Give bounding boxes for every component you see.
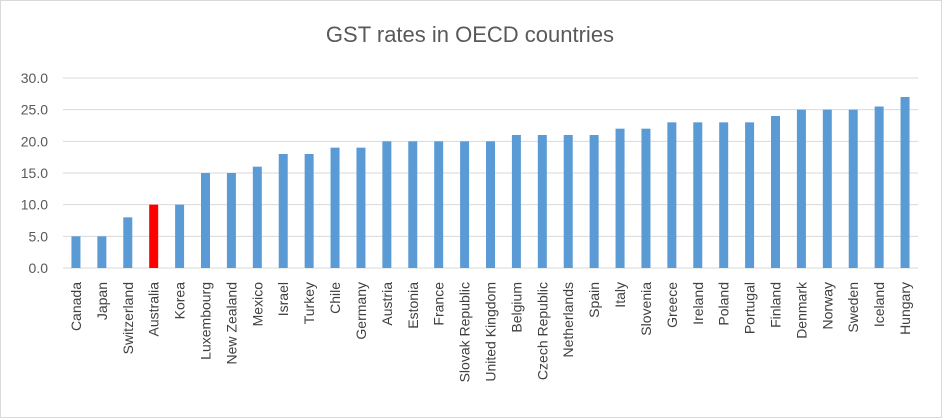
category-label-israel: Israel (275, 282, 291, 316)
category-label-italy: Italy (612, 282, 628, 308)
category-label-norway: Norway (819, 282, 835, 329)
bar-estonia (408, 141, 418, 268)
bar-denmark (796, 109, 806, 269)
bar-mexico (252, 166, 262, 268)
y-tick-labels: 0.0 5.0 10.0 15.0 20.0 25.0 30.0 (21, 70, 48, 276)
category-label-hungary: Hungary (897, 282, 913, 335)
category-label-spain: Spain (586, 282, 602, 318)
y-tick-label: 20.0 (21, 133, 48, 149)
bar-czech-republic (537, 135, 547, 268)
category-label-switzerland: Switzerland (120, 282, 136, 354)
bars (71, 97, 910, 269)
bar-germany (356, 147, 366, 268)
category-label-korea: Korea (172, 282, 188, 320)
bar-japan (97, 236, 107, 268)
bar-chile (330, 147, 340, 268)
y-tick-label: 25.0 (21, 102, 48, 118)
bar-spain (589, 135, 599, 268)
bar-portugal (745, 122, 755, 268)
chart-title: GST rates in OECD countries (325, 22, 615, 47)
category-label-estonia: Estonia (405, 282, 421, 329)
bar-canada (71, 236, 81, 268)
category-label-denmark: Denmark (793, 281, 809, 339)
y-tick-label: 15.0 (21, 165, 48, 181)
bar-new-zealand (226, 173, 236, 268)
bar-poland (719, 122, 729, 268)
y-tick-label: 10.0 (21, 197, 48, 213)
category-label-chile: Chile (327, 282, 343, 314)
category-label-ireland: Ireland (690, 282, 706, 325)
category-label-mexico: Mexico (249, 282, 265, 327)
bar-australia (149, 204, 159, 268)
category-label-iceland: Iceland (871, 282, 887, 327)
category-label-czech-republic: Czech Republic (534, 282, 550, 380)
bar-sweden (848, 109, 858, 269)
bar-luxembourg (201, 173, 210, 268)
y-tick-label: 5.0 (29, 228, 49, 244)
bar-korea (175, 204, 185, 268)
category-label-finland: Finland (768, 282, 784, 328)
category-labels: Canada Japan Switzerland Australia Korea Luxe… (68, 281, 913, 382)
bar-france (434, 141, 444, 268)
bar-switzerland (123, 217, 133, 268)
category-label-australia: Australia (146, 282, 162, 337)
bar-iceland (874, 106, 884, 268)
bar-hungary (900, 97, 910, 268)
bar-israel (278, 154, 288, 268)
category-label-greece: Greece (664, 282, 680, 328)
category-label-canada: Canada (68, 282, 84, 331)
bar-slovak-republic (460, 141, 470, 268)
category-label-portugal: Portugal (742, 282, 758, 334)
category-label-austria: Austria (379, 282, 395, 326)
category-label-united-kingdom: United Kingdom (483, 282, 499, 382)
category-label-turkey: Turkey (301, 282, 317, 324)
category-label-belgium: Belgium (508, 282, 524, 333)
bar-turkey (304, 154, 314, 268)
category-label-new-zealand: New Zealand (223, 282, 239, 365)
category-label-netherlands: Netherlands (560, 282, 576, 358)
bar-austria (382, 141, 392, 268)
bar-norway (822, 109, 832, 269)
bar-slovenia (641, 128, 651, 268)
y-tick-label: 30.0 (21, 70, 48, 86)
category-label-france: France (431, 282, 447, 326)
y-tick-label: 0.0 (29, 260, 49, 276)
category-label-slovak-republic: Slovak Republic (457, 282, 473, 382)
bar-finland (771, 116, 780, 268)
bar-italy (615, 128, 625, 268)
bar-belgium (511, 135, 521, 268)
bar-greece (667, 122, 677, 268)
bar-netherlands (563, 135, 573, 268)
category-label-luxembourg: Luxembourg (198, 282, 214, 360)
bar-ireland (693, 122, 703, 268)
category-label-poland: Poland (716, 282, 732, 326)
category-label-slovenia: Slovenia (638, 282, 654, 336)
category-label-sweden: Sweden (845, 282, 861, 333)
bar-united-kingdom (486, 141, 495, 268)
category-label-japan: Japan (94, 282, 110, 320)
category-label-germany: Germany (353, 282, 369, 340)
